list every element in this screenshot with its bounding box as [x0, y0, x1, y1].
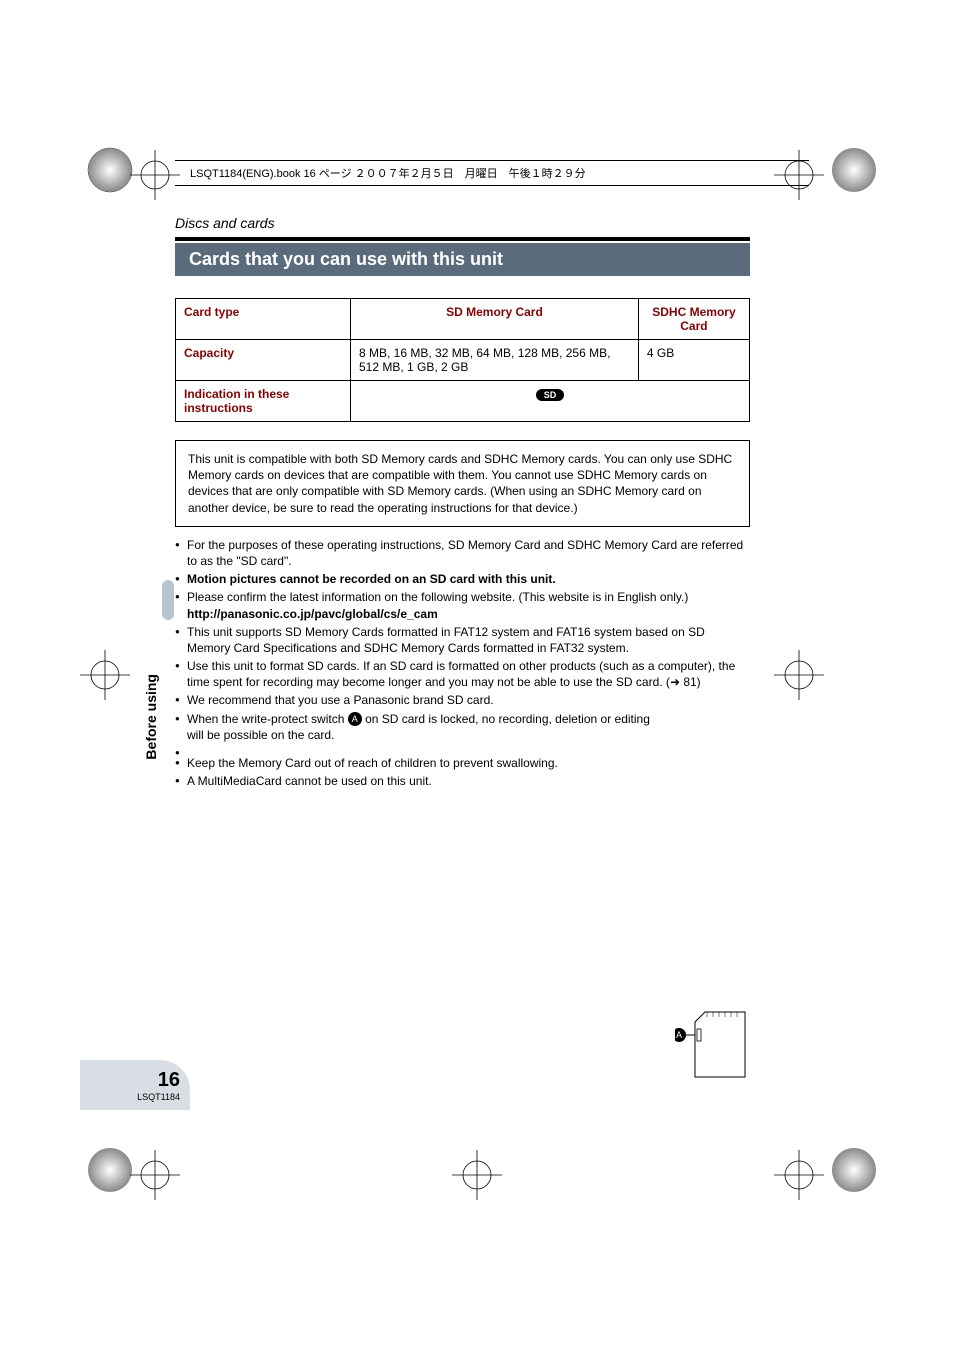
doc-code: LSQT1184 [137, 1092, 180, 1102]
table-row: Capacity 8 MB, 16 MB, 32 MB, 64 MB, 128 … [176, 340, 750, 381]
page-number: 16 [158, 1069, 180, 1092]
list-item-spacer [175, 745, 750, 753]
list-item: Keep the Memory Card out of reach of chi… [175, 755, 750, 771]
list-item: Use this unit to format SD cards. If an … [175, 658, 750, 690]
list-item: When the write-protect switch A on SD ca… [175, 711, 750, 743]
card-table: Card type SD Memory Card SDHC Memory Car… [175, 298, 750, 422]
list-item: Please confirm the latest information on… [175, 589, 750, 621]
list-item: A MultiMediaCard cannot be used on this … [175, 773, 750, 789]
url-text: http://panasonic.co.jp/pavc/global/cs/e_… [187, 607, 438, 621]
crop-mark-br [824, 1140, 884, 1200]
crop-mark-reg-br [774, 1150, 824, 1200]
diagram-label-a: A [676, 1030, 682, 1040]
header-text: LSQT1184(ENG).book 16 ページ ２００７年２月５日 月曜日 … [190, 165, 586, 181]
capacity-sdhc: 4 GB [638, 340, 749, 381]
side-tab: Before using [140, 630, 162, 760]
sd-icon: SD [536, 389, 565, 401]
info-box: This unit is compatible with both SD Mem… [175, 440, 750, 527]
table-row: Card type SD Memory Card SDHC Memory Car… [176, 299, 750, 340]
side-tab-pill [162, 580, 174, 620]
col-header-sd: SD Memory Card [351, 299, 639, 340]
row-label: Indication in these instructions [176, 381, 351, 422]
content-area: Discs and cards Cards that you can use w… [175, 215, 750, 791]
table-row: Indication in these instructions SD [176, 381, 750, 422]
crop-mark-reg-bl [130, 1150, 180, 1200]
col-header-sdhc: SDHC Memory Card [638, 299, 749, 340]
title-bar: Cards that you can use with this unit [175, 243, 750, 276]
crop-mark-reg-ml [80, 650, 130, 700]
list-item: We recommend that you use a Panasonic br… [175, 692, 750, 708]
page-header-line: LSQT1184(ENG).book 16 ページ ２００７年２月５日 月曜日 … [175, 160, 809, 186]
row-label: Card type [176, 299, 351, 340]
capacity-sd: 8 MB, 16 MB, 32 MB, 64 MB, 128 MB, 256 M… [351, 340, 639, 381]
section-label: Discs and cards [175, 215, 750, 231]
crop-mark-reg-bc [452, 1150, 502, 1200]
crop-mark-reg-tl [130, 150, 180, 200]
list-item: For the purposes of these operating inst… [175, 537, 750, 569]
arrow-icon: ➜ [670, 675, 680, 689]
row-label: Capacity [176, 340, 351, 381]
indication-cell: SD [351, 381, 750, 422]
list-item: Motion pictures cannot be recorded on an… [175, 571, 750, 587]
notes-list: For the purposes of these operating inst… [175, 537, 750, 790]
list-item: This unit supports SD Memory Cards forma… [175, 624, 750, 656]
sd-card-diagram: A [675, 1007, 755, 1092]
crop-mark-reg-mr [774, 650, 824, 700]
crop-mark-tr [824, 140, 884, 200]
title-underline [175, 237, 750, 241]
page-footer: 16 LSQT1184 [80, 1060, 190, 1110]
label-a-icon: A [348, 712, 362, 726]
side-tab-text: Before using [143, 674, 159, 760]
